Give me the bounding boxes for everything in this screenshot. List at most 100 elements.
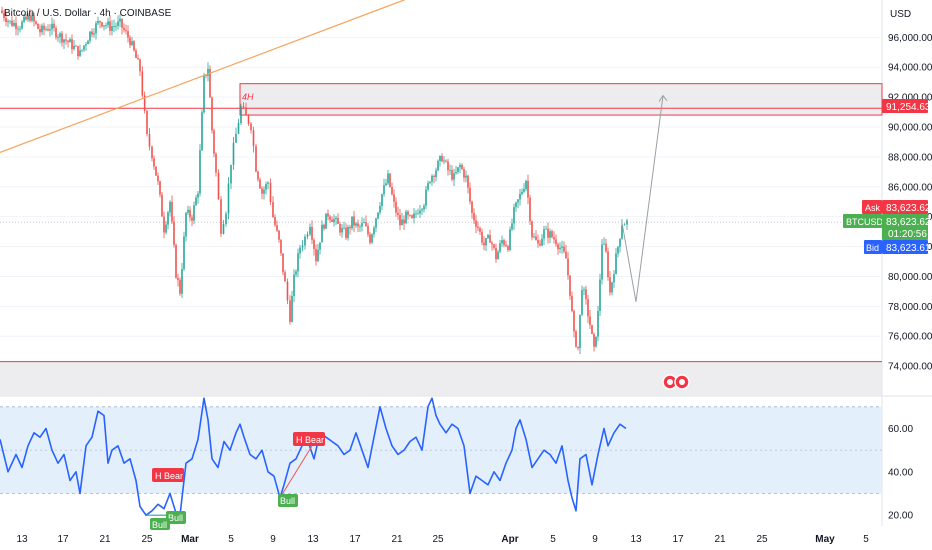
candle-body [495,247,497,260]
price-tick-label: 92,000.00 [888,93,932,104]
candle-body [455,171,457,174]
time-tick-label: Apr [501,534,518,545]
candle-body [265,183,267,190]
candle-body [591,325,593,335]
candle-body [617,246,619,254]
price-tick-label: 76,000.00 [888,332,932,343]
candle-body [341,227,343,233]
projection-path [621,95,664,302]
candle-body [57,37,59,38]
candle-body [561,246,563,248]
price-pane[interactable] [0,0,882,396]
candle-body [541,238,543,246]
price-tick-label: 90,000.00 [888,123,932,134]
candle-body [5,17,7,23]
candle-body [274,217,276,226]
candle-body [91,31,93,35]
candle-body [445,160,447,162]
candle-body [205,75,207,76]
candle-body [117,21,119,26]
candle-body [351,216,353,229]
rsi-axis[interactable]: 20.00 40.00 60.00 [888,424,913,522]
price-tick-label: 88,000.00 [888,152,932,163]
ask-label: Ask [865,203,881,213]
candle-body [421,209,423,211]
candle-body [250,123,252,131]
h-bear-label: H Bear [293,432,325,446]
candle-body [626,220,628,225]
candle-body [471,201,473,213]
candle-body [513,207,515,224]
currency-label[interactable]: USD [890,9,911,20]
candle-body [83,45,85,50]
us-flag-icon[interactable] [662,374,678,390]
candles-layer [1,6,628,355]
candle-body [315,249,317,262]
time-tick-label: 17 [57,534,69,545]
candle-body [525,180,527,189]
us-flag-icon[interactable] [674,374,690,390]
rsi-tick-label: 40.00 [888,467,913,478]
candle-body [183,236,185,270]
candle-body [280,239,282,254]
candle-body [321,224,323,243]
candle-body [507,246,509,251]
candle-body [97,21,99,24]
candle-body [43,25,45,30]
candle-body [75,45,77,47]
candle-body [61,33,63,43]
candle-body [509,229,511,251]
supply-zone [239,83,883,116]
candle-body [230,164,232,184]
candle-body [349,227,351,229]
bid-label: Bid [866,243,879,253]
candle-body [505,244,507,247]
candle-body [479,228,481,232]
candle-body [357,223,359,227]
candle-body [169,201,171,213]
candle-body [603,243,605,245]
time-tick-label: 25 [756,534,768,545]
candle-body [171,201,173,222]
candle-body [131,41,133,46]
candle-body [163,216,165,233]
candle-body [213,130,215,154]
candle-body [511,223,513,230]
candle-body [107,21,109,26]
time-axis[interactable]: 13 17 21 25 Mar 5 9 13 17 21 25 Apr 5 9 13 17 21 25 May 5 [16,534,869,545]
candle-body [339,223,341,233]
candle-body [587,299,589,317]
candle-body [385,183,387,186]
candle-body [311,226,313,240]
candle-body [123,27,125,30]
countdown: 01:20:56 [888,229,927,240]
candle-body [282,253,284,273]
bull-text: Bull [280,496,295,506]
time-tick-label: 13 [307,534,319,545]
candle-body [177,277,179,281]
candle-body [365,222,367,227]
candle-body [489,235,491,243]
candle-body [623,224,626,226]
candle-body [397,212,399,216]
candle-body [187,209,189,213]
candle-body [272,202,274,218]
candle-body [209,68,211,98]
candle-body [475,220,477,227]
candle-body [245,107,247,115]
candle-body [105,25,107,26]
candle-body [327,213,329,217]
candle-body [613,274,615,283]
candle-body [179,280,181,294]
candle-body [135,50,137,58]
candle-body [53,23,55,28]
candle-body [7,20,9,23]
candle-body [289,300,291,322]
time-tick-label: May [815,534,835,545]
candle-body [477,226,479,229]
candle-body [381,194,383,206]
candle-body [599,279,601,311]
candle-body [45,29,47,31]
candle-body [371,234,373,243]
